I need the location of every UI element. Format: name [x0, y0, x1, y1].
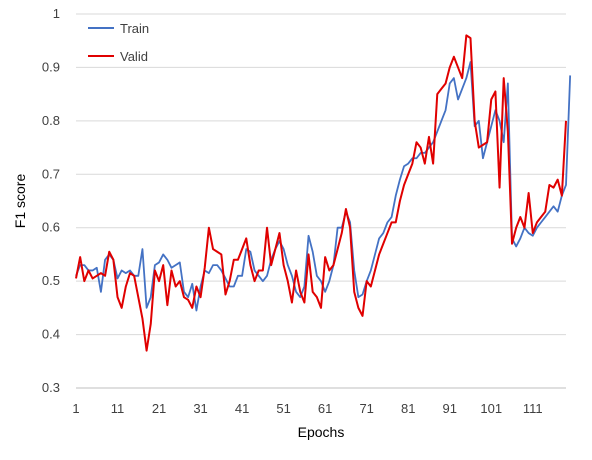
y-tick-label: 0.5 [42, 273, 60, 288]
x-tick-label: 21 [152, 401, 166, 416]
y-tick-label: 0.8 [42, 113, 60, 128]
x-tick-label: 1 [72, 401, 79, 416]
x-tick-label: 41 [235, 401, 249, 416]
x-tick-label: 11 [111, 401, 125, 416]
x-tick-label: 91 [442, 401, 456, 416]
y-tick-label: 0.6 [42, 220, 60, 235]
x-tick-label: 71 [359, 401, 373, 416]
gridlines [76, 13, 566, 336]
y-axis-ticks: 0.3 0.4 0.5 0.6 0.7 0.8 0.9 1 [42, 6, 60, 395]
legend-label-valid: Valid [120, 49, 148, 64]
y-tick-label: 0.3 [42, 380, 60, 395]
x-tick-label: 81 [401, 401, 415, 416]
legend: Train Valid [88, 21, 149, 64]
x-tick-label: 51 [276, 401, 290, 416]
y-tick-label: 0.7 [42, 166, 60, 181]
y-tick-label: 1 [53, 6, 60, 21]
x-axis-title: Epochs [298, 424, 345, 440]
y-tick-label: 0.4 [42, 327, 60, 342]
x-tick-label: 101 [480, 401, 502, 416]
x-axis-ticks: 1 11 21 31 41 51 61 71 81 91 101 111 [72, 401, 542, 416]
x-tick-label: 31 [193, 401, 207, 416]
series-line-valid [75, 34, 567, 352]
x-tick-label: 111 [523, 401, 543, 416]
legend-label-train: Train [120, 21, 149, 36]
x-tick-label: 61 [318, 401, 332, 416]
y-tick-label: 0.9 [42, 59, 60, 74]
series-lines [75, 34, 572, 352]
y-axis-title: F1 score [12, 174, 28, 229]
